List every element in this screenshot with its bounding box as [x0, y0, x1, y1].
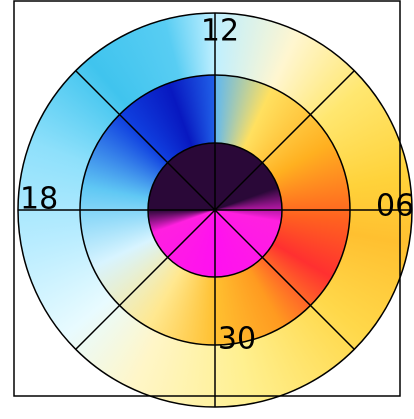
angle-label: 12 — [201, 14, 239, 49]
angle-label: 06 — [376, 189, 414, 224]
angle-label: 30 — [218, 322, 256, 357]
angle-label: 18 — [20, 182, 58, 217]
spoke — [75, 70, 355, 350]
frame — [13, 0, 401, 397]
